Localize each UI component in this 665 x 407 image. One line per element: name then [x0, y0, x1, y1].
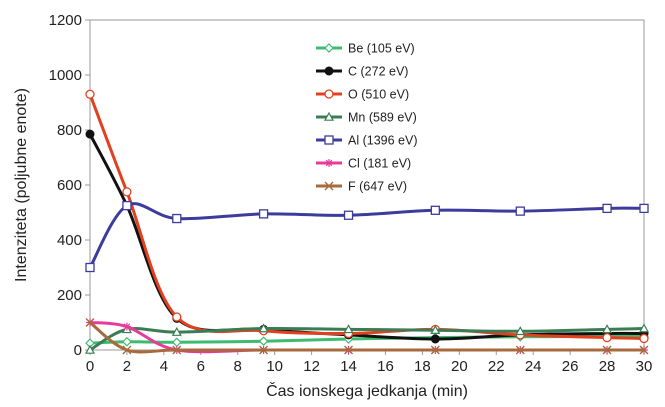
legend-label: Be (105 eV): [348, 42, 415, 56]
data-point-f: [85, 318, 95, 327]
data-point-c: [85, 129, 95, 139]
x-tick-label: 14: [340, 358, 357, 375]
legend-label: C (272 eV): [348, 65, 408, 79]
y-tick-label: 1200: [49, 12, 82, 29]
data-point-be: [171, 337, 182, 348]
x-tick-label: 8: [234, 358, 242, 375]
legend-item-al: Al (1396 eV): [316, 134, 417, 148]
data-point-f: [172, 345, 182, 355]
y-tick-label: 600: [57, 177, 82, 194]
x-tick-label: 12: [303, 358, 320, 375]
legend-item-o: O (510 eV): [316, 88, 409, 102]
x-tick-label: 16: [377, 358, 394, 375]
data-point-f: [602, 345, 612, 355]
legend: Be (105 eV) C (272 eV) O (510 eV) Mn (589 e…: [316, 42, 417, 194]
series-al: [85, 200, 649, 273]
data-point-o: [602, 332, 612, 343]
x-tick-label: 30: [636, 358, 653, 375]
data-point-f: [430, 345, 440, 355]
data-point-mn: [515, 326, 526, 336]
x-tick-label: 20: [451, 358, 468, 375]
data-point-o: [85, 89, 95, 99]
data-point-al: [515, 206, 525, 216]
data-point-mn: [430, 324, 441, 334]
legend-label: O (510 eV): [348, 88, 409, 102]
data-point-mn: [258, 323, 269, 333]
legend-label: F (647 eV): [348, 180, 407, 194]
y-axis-title: Intenziteta (poljubne enote): [13, 88, 30, 282]
legend-marker: [323, 111, 335, 121]
legend-label: Mn (589 eV): [348, 111, 417, 125]
data-point-be: [122, 336, 132, 347]
y-tick-label: 400: [57, 232, 82, 249]
legend-marker: [324, 135, 334, 145]
legend-marker: [325, 159, 333, 167]
legend-item-f: F (647 eV): [316, 180, 407, 194]
data-point-f: [639, 345, 649, 355]
series-line-al: [88, 202, 646, 269]
data-point-al: [639, 203, 649, 214]
data-point-mn: [171, 326, 182, 336]
data-point-cl: [122, 322, 131, 331]
x-tick-label: 0: [86, 358, 94, 375]
data-point-al: [343, 210, 354, 220]
legend-item-cl: Cl (181 eV): [316, 157, 411, 171]
legend-marker: [324, 43, 334, 53]
y-tick-label: 200: [57, 287, 82, 304]
x-tick-label: 10: [266, 358, 283, 375]
y-tick-label: 800: [57, 122, 82, 139]
x-tick-label: 28: [599, 358, 616, 375]
x-tick-label: 18: [414, 358, 431, 375]
y-tick-label: 0: [74, 342, 82, 359]
legend-marker: [324, 181, 334, 191]
x-tick-label: 22: [488, 358, 505, 375]
x-axis-title: Čas ionskega jedkanja (min): [266, 381, 468, 400]
data-point-al: [602, 203, 612, 214]
data-point-al: [430, 205, 440, 215]
y-axis-ticks: 0 200 400 600 800 1000 1200: [49, 12, 90, 359]
data-point-o: [122, 187, 132, 197]
x-axis-ticks: 0 2 4 6 8 10 12 14 16 18 20 22 24 26 28 30: [86, 350, 653, 375]
data-point-f: [122, 345, 132, 355]
data-point-mn: [602, 324, 613, 334]
data-point-al: [122, 200, 132, 211]
y-tick-label: 1000: [49, 67, 82, 84]
legend-item-be: Be (105 eV): [316, 42, 415, 56]
data-point-o: [172, 312, 182, 322]
data-point-al: [85, 262, 95, 273]
legend-item-c: C (272 eV): [316, 65, 408, 79]
data-point-o: [639, 333, 649, 344]
legend-marker: [324, 66, 334, 76]
data-point-mn: [343, 324, 354, 334]
series-f: [85, 318, 649, 355]
data-point-mn: [84, 344, 96, 354]
x-tick-label: 24: [525, 358, 542, 375]
series-layer: [84, 89, 650, 355]
legend-label: Al (1396 eV): [348, 134, 417, 148]
data-point-c: [430, 334, 440, 344]
legend-label: Cl (181 eV): [348, 157, 411, 171]
data-point-f: [259, 345, 269, 355]
data-point-al: [172, 213, 182, 224]
data-point-al: [258, 209, 269, 219]
data-point-f: [515, 345, 525, 355]
legend-item-mn: Mn (589 eV): [316, 111, 417, 125]
x-tick-label: 4: [160, 358, 168, 375]
legend-marker: [324, 89, 334, 99]
data-point-f: [344, 345, 353, 355]
data-point-be: [258, 336, 269, 347]
data-point-mn: [638, 323, 650, 333]
x-tick-label: 2: [123, 358, 131, 375]
series-line-o: [88, 92, 646, 340]
x-tick-label: 6: [197, 358, 205, 375]
x-tick-label: 26: [562, 358, 579, 375]
